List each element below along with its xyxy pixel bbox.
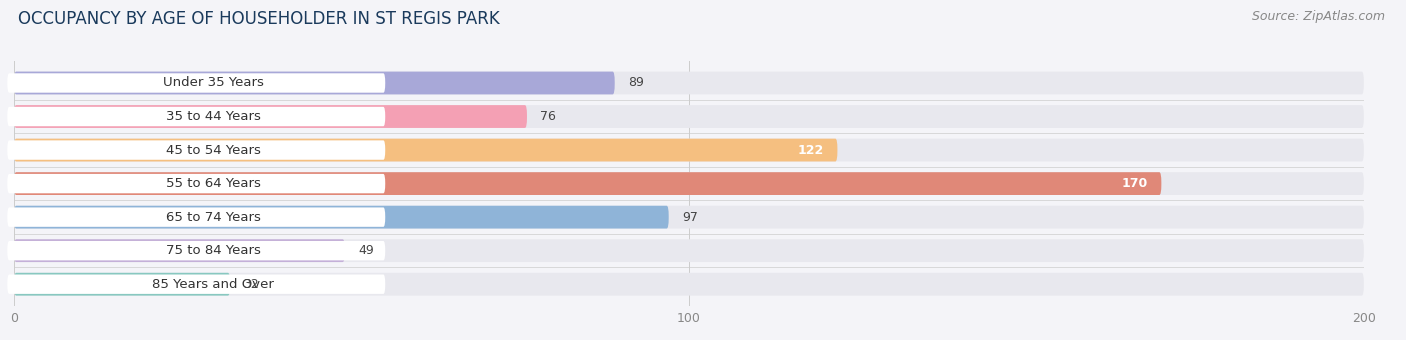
Text: 45 to 54 Years: 45 to 54 Years: [166, 143, 260, 156]
Text: 170: 170: [1122, 177, 1147, 190]
FancyBboxPatch shape: [7, 241, 385, 260]
FancyBboxPatch shape: [14, 105, 1364, 128]
Text: 32: 32: [243, 278, 259, 291]
FancyBboxPatch shape: [14, 139, 838, 162]
FancyBboxPatch shape: [14, 72, 1364, 95]
FancyBboxPatch shape: [7, 140, 385, 160]
FancyBboxPatch shape: [14, 139, 1364, 162]
Text: 75 to 84 Years: 75 to 84 Years: [166, 244, 260, 257]
FancyBboxPatch shape: [14, 273, 1364, 295]
FancyBboxPatch shape: [14, 273, 231, 295]
FancyBboxPatch shape: [14, 72, 614, 95]
Text: 65 to 74 Years: 65 to 74 Years: [166, 211, 260, 224]
Text: 76: 76: [540, 110, 557, 123]
FancyBboxPatch shape: [14, 239, 344, 262]
FancyBboxPatch shape: [7, 107, 385, 126]
FancyBboxPatch shape: [14, 206, 669, 228]
Text: 97: 97: [682, 211, 697, 224]
Text: Source: ZipAtlas.com: Source: ZipAtlas.com: [1251, 10, 1385, 23]
Text: 122: 122: [797, 143, 824, 156]
FancyBboxPatch shape: [14, 172, 1364, 195]
Text: 85 Years and Over: 85 Years and Over: [152, 278, 274, 291]
Text: 35 to 44 Years: 35 to 44 Years: [166, 110, 260, 123]
FancyBboxPatch shape: [14, 239, 1364, 262]
FancyBboxPatch shape: [14, 206, 1364, 228]
Text: 49: 49: [359, 244, 374, 257]
Text: 89: 89: [628, 76, 644, 89]
FancyBboxPatch shape: [7, 73, 385, 93]
FancyBboxPatch shape: [7, 274, 385, 294]
FancyBboxPatch shape: [14, 172, 1161, 195]
FancyBboxPatch shape: [7, 207, 385, 227]
Text: Under 35 Years: Under 35 Years: [163, 76, 263, 89]
Text: OCCUPANCY BY AGE OF HOUSEHOLDER IN ST REGIS PARK: OCCUPANCY BY AGE OF HOUSEHOLDER IN ST RE…: [18, 10, 501, 28]
Text: 55 to 64 Years: 55 to 64 Years: [166, 177, 260, 190]
FancyBboxPatch shape: [14, 105, 527, 128]
FancyBboxPatch shape: [7, 174, 385, 193]
